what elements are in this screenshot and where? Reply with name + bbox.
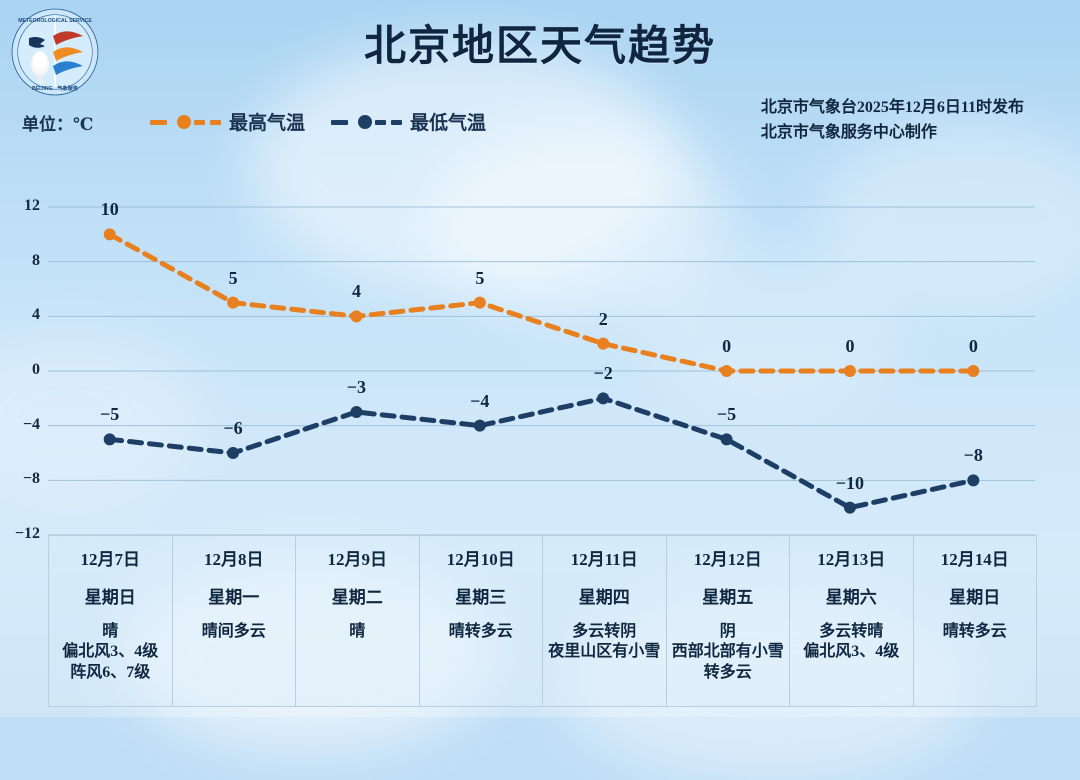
legend-item-high-temp: 最高气温 — [150, 108, 305, 135]
y-axis-tick-label: 12 — [24, 197, 40, 214]
forecast-date: 12月13日 — [817, 550, 886, 569]
data-label: 0 — [968, 336, 978, 356]
legend-label-low-temp: 最低气温 — [410, 113, 487, 134]
cloud-decoration — [250, 40, 680, 290]
data-label: 4 — [351, 281, 361, 302]
y-axis-tick-label: −8 — [22, 470, 40, 488]
chart-legend: 最高气温 最低气温 — [150, 108, 486, 135]
data-point — [597, 392, 610, 405]
data-point — [597, 337, 610, 350]
data-point — [967, 365, 980, 377]
data-label: 0 — [722, 336, 732, 356]
data-label: −2 — [593, 363, 613, 384]
forecast-date: 12月11日 — [570, 550, 638, 569]
data-point — [350, 310, 363, 323]
svg-text:METEOROLOGICAL SERVICE: METEOROLOGICAL SERVICE — [18, 18, 92, 24]
cloud-decoration — [640, 250, 900, 410]
data-label: −6 — [223, 418, 243, 438]
data-point — [103, 228, 116, 241]
data-label: −10 — [835, 472, 865, 493]
data-point — [103, 433, 116, 446]
forecast-condition: 阴西部北部有小雪转多云 — [671, 623, 784, 681]
forecast-table: 12月7日 星期日晴偏北风3、4级 阵风6、7级 12月8日 星期一 晴间多云 12月9日星… — [48, 535, 1037, 707]
forecast-column[interactable]: 12月12日 星期五阴西部北部有小雪转多云 — [667, 536, 790, 706]
data-label: 5 — [228, 267, 238, 288]
forecast-date: 12月7日 — [80, 550, 141, 569]
forecast-column[interactable]: 12月7日星期日晴偏北风3、4级 阵风6、7级 — [49, 536, 173, 706]
data-point — [720, 433, 733, 446]
forecast-weekday: 星期六 — [825, 588, 877, 607]
forecast-date: 12月12日 — [693, 550, 762, 569]
forecast-weekday: 星期四 — [578, 588, 630, 607]
cloud-decoration — [820, 120, 1080, 310]
publisher-line-2: 北京市气象服务中心制作 — [760, 123, 937, 141]
forecast-condition: 多云转阴 夜里山区有小雪 — [548, 623, 661, 661]
y-axis-tick-label: 8 — [32, 251, 40, 269]
data-point — [967, 474, 980, 487]
data-point — [350, 406, 363, 418]
forecast-column[interactable]: 12月14日 星期日晴转多云 — [914, 536, 1037, 706]
page-title: 北京地区天气趋势 — [363, 24, 716, 70]
data-point — [473, 419, 486, 432]
cloud-decoration — [0, 330, 200, 500]
beijing-meteorological-service-logo-icon: METEOROLOGICAL SERVICE BEIJING · 气象服务 — [9, 6, 101, 98]
forecast-weekday: 星期日 — [949, 588, 1001, 607]
series-line-low-temp — [107, 395, 976, 511]
forecast-condition: 晴转多云 — [942, 623, 1007, 640]
data-label: 10 — [100, 199, 119, 220]
cloud-decoration — [430, 120, 730, 320]
forecast-weekday: 星期日 — [84, 588, 136, 607]
legend-swatch-high-temp-icon — [150, 114, 222, 129]
forecast-column[interactable]: 12月9日星期二晴 — [296, 536, 420, 706]
forecast-condition: 晴 — [102, 623, 119, 640]
y-axis-tick-label: −4 — [22, 415, 40, 433]
forecast-condition: 晴转多云 — [448, 623, 513, 640]
data-label: −4 — [470, 390, 490, 411]
data-point — [720, 365, 733, 377]
forecast-wind: 偏北风3、4级 — [803, 643, 900, 661]
forecast-column[interactable]: 12月11日 星期四多云转阴 夜里山区有小雪 — [543, 536, 667, 706]
series-line-high-temp — [107, 231, 976, 374]
forecast-condition: 多云转晴 — [819, 623, 884, 640]
chart-canvas — [48, 206, 1035, 536]
y-axis-tick-label: −12 — [14, 525, 40, 542]
forecast-weekday: 星期五 — [702, 588, 754, 607]
temperature-trend-chart: 12 8 4 0 −4 −8 −12 10 5 4 5 2 0 0 0 −5 −6 −3 −4 −2 −5 −10 −8 — [14, 197, 1035, 542]
forecast-column[interactable]: 12月10日 星期三晴转多云 — [420, 536, 543, 706]
publisher-line-1: 北京市气象台2025年12月6日11时发布 — [760, 99, 1024, 116]
forecast-date: 12月8日 — [204, 550, 264, 569]
forecast-date: 12月14日 — [940, 550, 1009, 569]
legend-swatch-low-temp-icon — [331, 114, 403, 129]
forecast-condition: 晴间多云 — [201, 623, 266, 640]
data-label: 5 — [475, 267, 485, 288]
forecast-weekday: 星期三 — [455, 588, 507, 607]
forecast-weekday: 星期二 — [331, 588, 383, 607]
data-label: −5 — [100, 404, 120, 425]
data-point — [227, 296, 240, 309]
forecast-weekday: 星期一 — [208, 588, 260, 607]
publisher-info: 北京市气象台2025年12月6日11时发布 北京市气象服务中心制作 — [761, 96, 1024, 146]
svg-text:BEIJING · 气象服务: BEIJING · 气象服务 — [32, 84, 79, 92]
forecast-column[interactable]: 12月13日 星期六多云转晴偏北风3、4级 — [790, 536, 914, 706]
data-label: −8 — [963, 445, 983, 466]
y-axis-tick-label: 0 — [32, 361, 40, 378]
forecast-date: 12月10日 — [446, 550, 515, 569]
data-point — [227, 447, 240, 459]
data-label: −5 — [716, 404, 737, 425]
data-point — [843, 501, 856, 514]
forecast-column[interactable]: 12月8日星期一晴间多云 — [173, 536, 296, 706]
forecast-date: 12月9日 — [327, 550, 388, 569]
forecast-wind: 偏北风3、4级 阵风6、7级 — [62, 643, 159, 681]
legend-item-low-temp: 最低气温 — [331, 108, 486, 135]
data-point — [473, 296, 486, 309]
unit-label: 单位：℃ — [22, 115, 94, 134]
forecast-condition: 晴 — [349, 623, 366, 640]
legend-label-high-temp: 最高气温 — [229, 113, 306, 134]
y-axis-tick-label: 4 — [32, 306, 40, 324]
data-label: 0 — [845, 336, 855, 356]
data-label: 2 — [598, 308, 608, 329]
data-label: −3 — [346, 377, 367, 397]
data-point — [843, 365, 856, 377]
